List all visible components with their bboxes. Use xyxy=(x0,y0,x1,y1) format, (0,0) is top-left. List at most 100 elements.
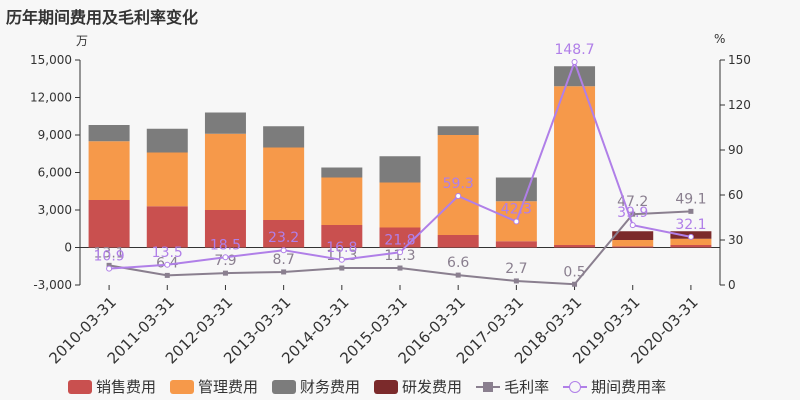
period-expense-ratio-data-label: 23.2 xyxy=(268,230,299,246)
bar-finance xyxy=(437,126,479,135)
bar-sales xyxy=(437,235,479,248)
gross-margin-data-label: 0.5 xyxy=(563,264,585,280)
legend-item-sales[interactable]: 销售费用 xyxy=(68,376,156,397)
right-tick-label: 120 xyxy=(728,98,751,112)
period-expense-ratio-point xyxy=(164,261,171,268)
gross-margin-data-label: 49.1 xyxy=(675,191,706,207)
left-tick-label: 6,000 xyxy=(38,166,72,180)
bar-admin xyxy=(437,135,479,235)
right-tick-label: 30 xyxy=(728,233,743,247)
gross-margin-data-label: 11.3 xyxy=(384,248,415,264)
bar-admin xyxy=(321,177,363,225)
right-tick-label: 0 xyxy=(728,278,736,292)
period-expense-ratio-data-label: 16.8 xyxy=(326,240,357,256)
period-expense-ratio-point xyxy=(571,58,578,65)
period-expense-ratio-point xyxy=(629,222,636,229)
gross-margin-point xyxy=(513,278,519,284)
bar-admin xyxy=(554,86,596,245)
bar-admin xyxy=(263,147,305,220)
right-axis-unit: % xyxy=(714,32,726,46)
legend-label-period-expense-ratio: 期间费用率 xyxy=(591,378,667,396)
legend-swatch-finance xyxy=(272,379,297,394)
legend-label-finance: 财务费用 xyxy=(300,378,361,396)
gross-margin-point xyxy=(339,265,345,271)
legend-label-gross-margin: 毛利率 xyxy=(504,378,550,396)
legend-item-period-expense-ratio[interactable]: 期间费用率 xyxy=(563,376,666,397)
period-expense-ratio-point xyxy=(222,254,229,261)
period-expense-ratio-point xyxy=(397,249,403,256)
bar-rd xyxy=(612,231,654,240)
period-expense-ratio-point xyxy=(106,265,113,272)
bar-sales xyxy=(554,245,596,248)
chart-title: 历年期间费用及毛利率变化 xyxy=(6,8,199,27)
legend-label-admin: 管理费用 xyxy=(198,378,259,396)
left-tick-label: 9,000 xyxy=(38,128,72,142)
gross-margin-point xyxy=(455,272,461,278)
gross-margin-point xyxy=(630,211,636,217)
bar-admin xyxy=(670,238,712,245)
period-expense-ratio-point xyxy=(455,193,462,200)
bar-admin xyxy=(379,182,421,228)
gross-margin-point xyxy=(572,281,578,287)
right-tick-label: 60 xyxy=(728,188,743,202)
bar-finance xyxy=(204,112,246,134)
legend-item-rd[interactable]: 研发费用 xyxy=(374,376,462,397)
legend-swatch-rd xyxy=(374,379,399,394)
legend-swatch-sales xyxy=(68,379,92,394)
bar-admin xyxy=(146,152,188,207)
legend-swatch-gross-margin xyxy=(476,380,501,394)
left-tick-label: -3,000 xyxy=(33,278,72,292)
gross-margin-point xyxy=(222,270,228,276)
bar-finance xyxy=(88,125,130,142)
period-expense-ratio-point xyxy=(280,247,287,254)
left-tick-label: 0 xyxy=(64,241,72,255)
right-tick-label: 150 xyxy=(728,53,751,67)
bar-sales xyxy=(146,206,188,248)
bar-finance xyxy=(263,126,305,148)
left-tick-label: 12,000 xyxy=(30,91,72,105)
left-tick-label: 3,000 xyxy=(38,203,72,217)
legend-swatch-period-expense-ratio xyxy=(563,380,588,394)
period-expense-ratio-point xyxy=(338,256,345,263)
period-expense-ratio-data-label: 42.3 xyxy=(501,202,532,218)
legend-item-finance[interactable]: 财务费用 xyxy=(272,376,360,397)
bar-admin xyxy=(88,141,130,200)
bar-admin xyxy=(612,240,654,247)
period-expense-ratio-data-label: 10.9 xyxy=(94,249,125,265)
gross-margin-point xyxy=(164,272,170,278)
bar-finance xyxy=(321,167,363,178)
bar-sales xyxy=(495,241,537,248)
period-expense-ratio-data-label: 59.3 xyxy=(443,176,474,192)
period-expense-ratio-point xyxy=(513,218,520,225)
period-expense-ratio-data-label: 21.8 xyxy=(384,232,415,248)
left-tick-label: 15,000 xyxy=(30,53,72,67)
legend: 销售费用 管理费用 财务费用 研发费用 毛利率 期间费用率 xyxy=(68,376,666,397)
legend-item-gross-margin[interactable]: 毛利率 xyxy=(476,376,549,397)
gross-margin-data-label: 11.3 xyxy=(326,248,357,264)
gross-margin-data-label: 2.7 xyxy=(505,261,527,277)
period-expense-ratio-data-label: 32.1 xyxy=(675,217,706,233)
bar-finance xyxy=(146,128,188,153)
bar-sales xyxy=(670,245,712,248)
bar-sales xyxy=(263,220,305,248)
period-expense-ratio-data-label: 148.7 xyxy=(554,42,594,58)
gross-margin-point xyxy=(281,269,287,275)
bar-sales xyxy=(612,246,654,248)
right-tick-label: 90 xyxy=(728,143,743,157)
period-expense-ratio-point xyxy=(687,233,694,240)
period-expense-ratio-data-label: 39.9 xyxy=(617,205,648,221)
gross-margin-point xyxy=(688,208,694,214)
gross-margin-point xyxy=(106,262,112,268)
period-expense-ratio-data-label: 18.5 xyxy=(210,237,241,253)
legend-item-admin[interactable]: 管理费用 xyxy=(170,376,258,397)
gross-margin-data-label: 13.1 xyxy=(94,245,125,261)
bar-finance xyxy=(379,156,421,183)
legend-swatch-admin xyxy=(170,379,195,394)
bar-sales xyxy=(321,225,363,248)
period-expense-ratio-data-label: 13.5 xyxy=(152,245,183,261)
bar-sales xyxy=(88,200,130,248)
gross-margin-point xyxy=(397,265,403,271)
left-axis-unit: 万 xyxy=(76,34,89,48)
gross-margin-data-label: 6.6 xyxy=(447,255,469,271)
